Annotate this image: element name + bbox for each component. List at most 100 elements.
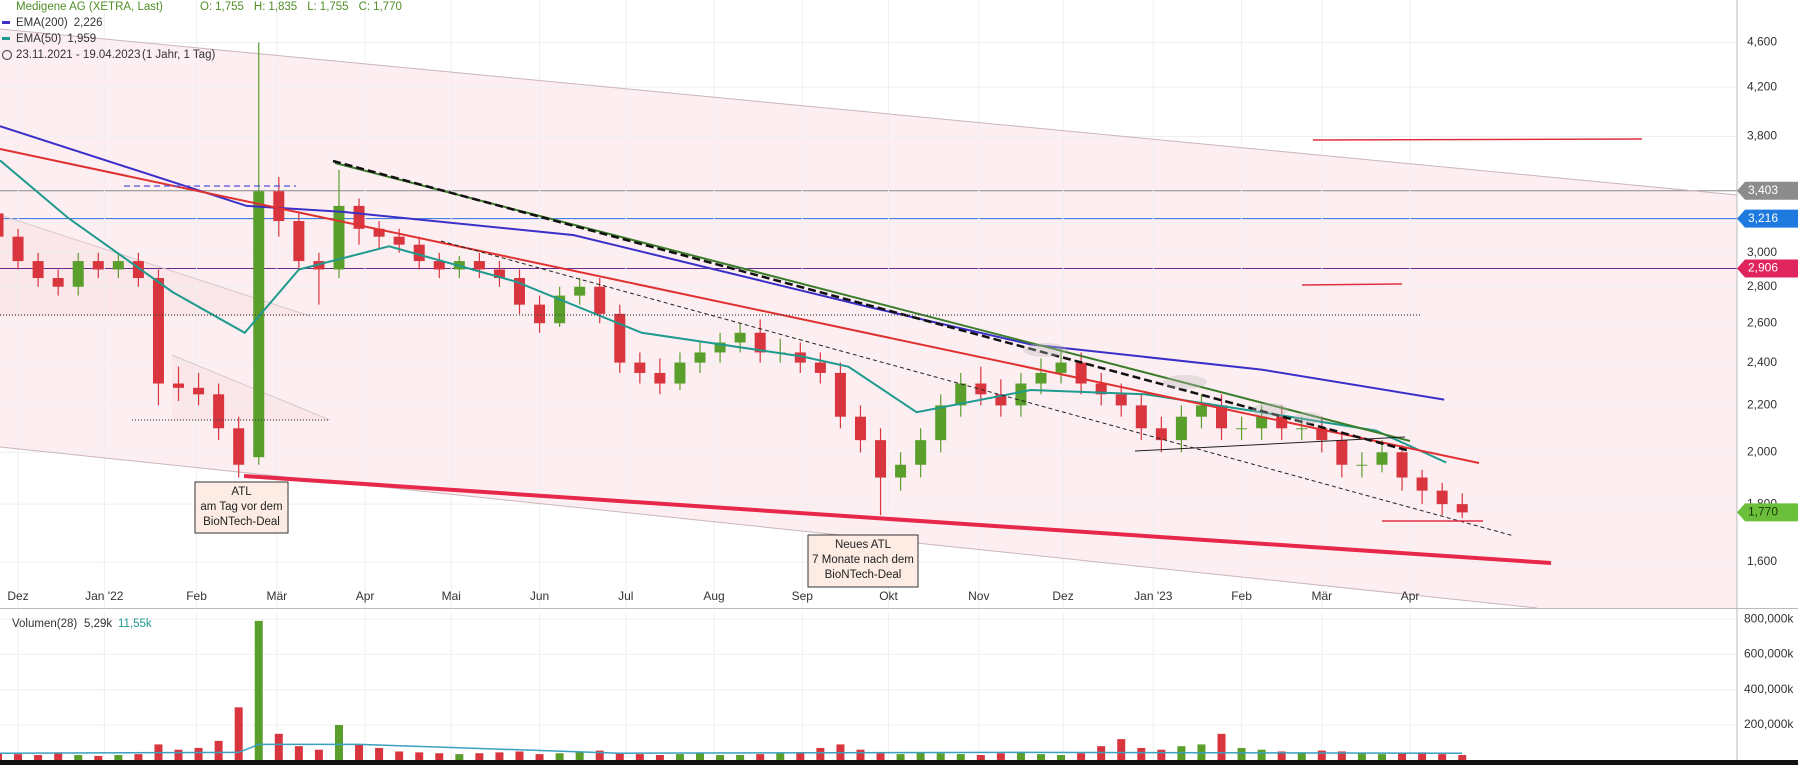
annotation-text: BioNTech-Deal [825, 569, 902, 581]
volume-bar [1137, 747, 1146, 761]
candle-body [1456, 504, 1468, 513]
x-tick-label: Okt [879, 589, 898, 603]
annotation-text: 7 Monate nach dem [812, 554, 914, 566]
volume-bar [1317, 750, 1326, 761]
candle-body [473, 261, 485, 270]
candle-body [1095, 383, 1107, 395]
volume-stat: 5,29k [84, 618, 112, 630]
candle-body [1135, 405, 1147, 429]
candle-body [574, 286, 586, 296]
quote-value: 1,770 [373, 1, 402, 13]
volume-tick-label: 600,000k [1744, 647, 1794, 661]
volume-bar [555, 753, 564, 761]
candle-body [173, 383, 185, 388]
volume-bar [535, 754, 544, 761]
volume-bar [1357, 753, 1366, 761]
candle-body [72, 261, 84, 287]
triangle-line [171, 354, 331, 421]
x-tick-label: Aug [703, 589, 724, 603]
volume-bar [314, 749, 323, 761]
volume-bar [1377, 754, 1386, 761]
candle-body [1155, 428, 1167, 441]
channel-fill [0, 29, 1737, 608]
annotation-text: am Tag vor dem [200, 501, 282, 513]
annotation-text: BioNTech-Deal [203, 516, 280, 528]
y-tick-label: 2,600 [1747, 315, 1777, 329]
candle-body [594, 286, 606, 314]
candle-body [513, 278, 525, 305]
level-line [1301, 283, 1403, 286]
overlay-layer: ATL am Tag vor dem BioNTech-Deal Neues ATL 7… [0, 138, 1643, 588]
ema-line [0, 159, 1447, 464]
volume-bar [1297, 752, 1306, 761]
volume-stat: 11,55k [118, 618, 152, 630]
volume-tick-label: 800,000k [1744, 611, 1794, 625]
volume-bar [716, 755, 725, 761]
trend-line [332, 159, 1411, 453]
highlight [1163, 375, 1207, 389]
volume-bar [1438, 754, 1447, 761]
legend-label: EMA(200) [16, 17, 68, 29]
volume-bar [936, 753, 945, 761]
volume-bar [455, 754, 464, 761]
price-tag-label: 3,403 [1748, 183, 1778, 197]
channel-lower [0, 446, 1538, 609]
candle-body [1015, 383, 1027, 406]
legend-swatch [2, 21, 10, 24]
volume-bar [575, 752, 584, 761]
volume-bar [635, 754, 644, 761]
volume-bar [1458, 755, 1467, 761]
volume-bar [996, 753, 1005, 761]
candle-body [393, 236, 405, 245]
trend-line [440, 240, 1515, 537]
candle-body [112, 261, 124, 270]
highlight [1294, 412, 1322, 424]
candle-body [1436, 490, 1448, 505]
labels-layer: Medigene AG (XETRA, Last) EMA(50) EMA(20… [1, 1, 1798, 731]
candle-body [814, 362, 826, 373]
candle-body [834, 372, 846, 417]
candle-body [413, 244, 425, 262]
y-tick-label: 4,200 [1747, 79, 1777, 93]
volume-bar [294, 746, 303, 761]
y-tick-label: 2,800 [1747, 279, 1777, 293]
bottom-bar [0, 760, 1798, 765]
volume-bar [956, 754, 965, 761]
data-layer [0, 42, 1468, 761]
volume-title: Volumen(28) [12, 618, 77, 630]
volume-bar [475, 753, 484, 761]
volume-bar [134, 754, 143, 761]
x-tick-label: Apr [1401, 589, 1420, 603]
last-price-label: 1,770 [1748, 505, 1778, 519]
price-tag [1737, 181, 1798, 200]
candle-body [193, 387, 205, 395]
legend-value: 2,226 [74, 17, 103, 29]
volume-tick-label: 200,000k [1744, 717, 1794, 731]
candle-body [233, 428, 245, 465]
volume-bar [34, 755, 43, 761]
volume-bar [1398, 753, 1407, 761]
candle-body [955, 383, 967, 406]
candle-body [1195, 405, 1207, 417]
volume-bar [1237, 747, 1246, 761]
highlight [1023, 343, 1067, 357]
volume-bar [94, 755, 103, 761]
volume-bar [74, 755, 83, 761]
candle-body [975, 383, 987, 395]
volume-average [0, 743, 1463, 754]
candle-body [534, 304, 546, 324]
period-note: (1 Jahr, 1 Tag) [142, 49, 215, 61]
volume-bar [355, 744, 364, 761]
x-tick-label: Dez [1052, 589, 1073, 603]
volume-bar [334, 725, 343, 761]
ema-line [0, 125, 1445, 401]
y-tick-label: 2,000 [1747, 444, 1777, 458]
y-tick-label: 3,000 [1747, 245, 1777, 259]
channel-upper [0, 28, 1738, 196]
volume-bar [856, 749, 865, 761]
candle-body [714, 342, 726, 353]
volume-bar [435, 753, 444, 761]
candle-body [353, 205, 365, 229]
x-tick-label: Feb [1231, 589, 1252, 603]
